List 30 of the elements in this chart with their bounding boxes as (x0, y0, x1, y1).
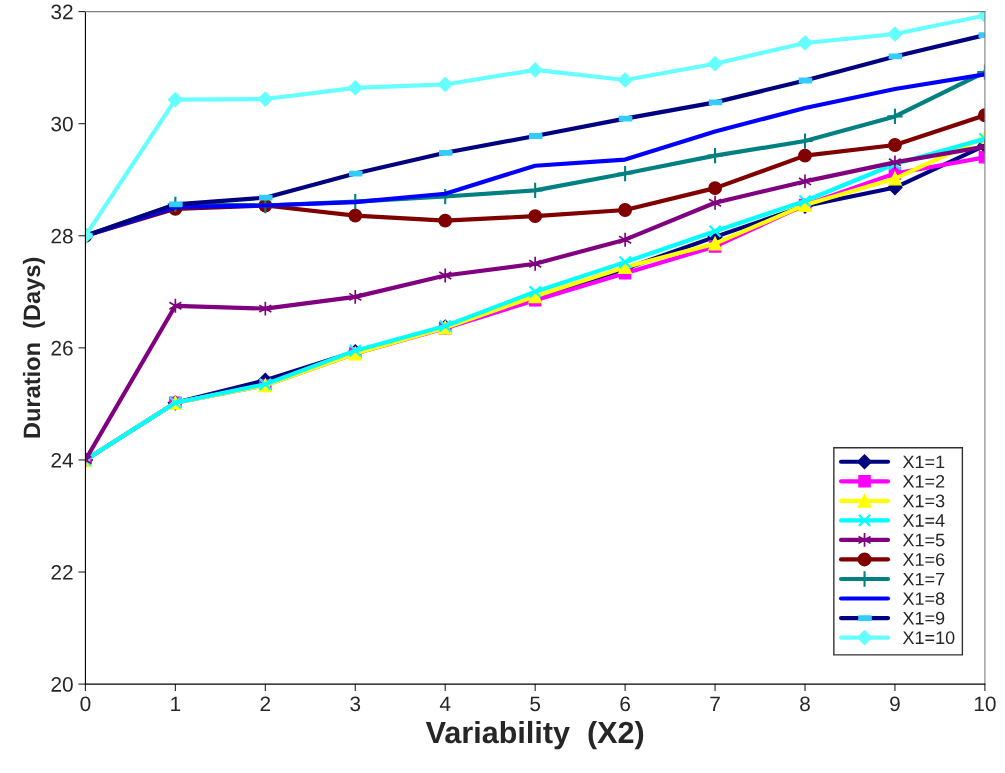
legend-label: X1=9 (902, 611, 945, 625)
x-tick-label: 9 (890, 696, 900, 712)
legend-label: X1=8 (902, 592, 945, 606)
legend-label: X1=10 (902, 631, 955, 645)
x-tick-label: 10 (974, 696, 996, 712)
x-axis-title: Variability (X2) (425, 720, 644, 750)
x-tick-label: 2 (260, 696, 271, 712)
y-tick-label: 26 (51, 340, 73, 356)
legend-label: X1=6 (902, 553, 945, 566)
y-tick-label: 20 (51, 677, 73, 692)
legend-label: X1=4 (902, 514, 945, 527)
x-tick-label: 0 (80, 696, 91, 712)
legend-label: X1=2 (902, 475, 945, 488)
x-tick-label: 5 (530, 696, 541, 712)
y-tick-label: 22 (51, 565, 73, 580)
y-tick-label: 28 (51, 228, 73, 244)
x-tick-label: 1 (171, 696, 181, 712)
x-tick-label: 8 (800, 696, 810, 712)
x-tick-label: 7 (710, 696, 720, 712)
y-axis-title: Duration (Days) (22, 257, 45, 438)
y-tick-label: 32 (51, 4, 73, 20)
legend-label: X1=5 (902, 533, 945, 547)
y-tick-label: 30 (51, 116, 73, 132)
x-tick-label: 6 (620, 696, 630, 712)
x-tick-label: 3 (350, 696, 361, 712)
legend-label: X1=1 (902, 455, 945, 469)
legend-label: X1=7 (902, 572, 945, 586)
x-tick-label: 4 (439, 696, 451, 712)
y-tick-label: 24 (51, 452, 74, 468)
legend-label: X1=3 (902, 494, 945, 508)
